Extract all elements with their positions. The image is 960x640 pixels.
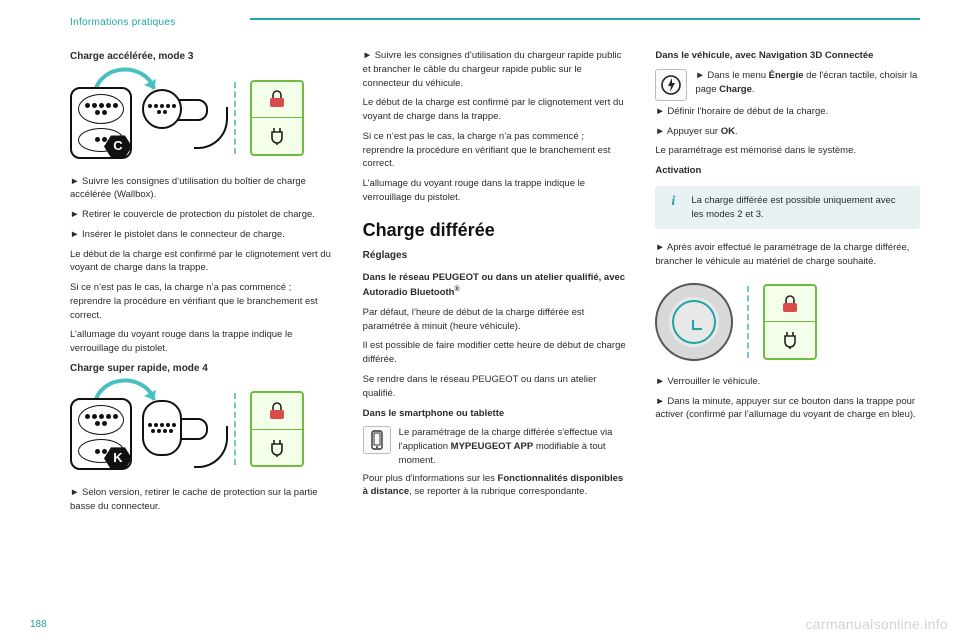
plug-mode3-icon	[142, 87, 202, 159]
veh-step2: Définir l'horaire de début de la charge.	[655, 105, 920, 119]
veh-b1-pre: Dans le menu	[707, 70, 768, 81]
phone-heading: Dans le smartphone ou tablette	[363, 407, 628, 421]
network-heading: Dans le réseau PEUGEOT ou dans un atelie…	[363, 271, 628, 300]
plug-mode4-icon	[142, 398, 202, 470]
mode3-step1: Suivre les consignes d’utilisation du bo…	[70, 175, 335, 203]
mode4-step2: Suivre les consignes d’utilisation du ch…	[363, 49, 628, 90]
status-panel-mode3	[250, 80, 304, 156]
activation-step2: Verrouiller le véhicule.	[655, 375, 920, 389]
activation-heading: Activation	[655, 164, 920, 178]
phone-icon-row: Le paramétrage de la charge différée s'e…	[363, 426, 628, 467]
veh-b1-bold2: Charge	[719, 84, 752, 95]
trademark-sup: ®	[455, 286, 460, 293]
vehicle-heading: Dans le véhicule, avec Navigation 3D Con…	[655, 49, 920, 63]
figure-delay-button	[655, 283, 920, 361]
veh-b3-pre: Appuyer sur	[667, 126, 721, 137]
activation-step1: Après avoir effectué le paramétrage de l…	[655, 241, 920, 269]
veh-b1-bold1: Énergie	[769, 70, 804, 81]
figure-mode3: C	[70, 75, 335, 161]
phone-text-app: MYPEUGEOT APP	[451, 441, 534, 452]
mode3-step3: Insérer le pistolet dans le connecteur d…	[70, 228, 335, 242]
veh-b3-post: .	[735, 126, 738, 137]
delayed-charge-heading: Charge différée	[363, 217, 628, 243]
network-heading-text: Dans le réseau PEUGEOT ou dans un atelie…	[363, 272, 625, 298]
mode3-note2: Si ce n’est pas le cas, la charge n’a pa…	[70, 281, 335, 322]
charge-indicator-icon	[765, 321, 815, 358]
lock-indicator-icon	[252, 82, 302, 118]
figure-divider	[234, 82, 236, 154]
delay-charge-button-icon	[655, 283, 733, 361]
mode4-title: Charge super rapide, mode 4	[70, 362, 335, 377]
phone-heading-text: Dans le smartphone ou tablette	[363, 408, 504, 419]
figure-divider	[234, 393, 236, 465]
column-2: Suivre les consignes d’utilisation du ch…	[363, 46, 628, 612]
status-panel-mode4	[250, 391, 304, 467]
lock-indicator-icon	[252, 393, 302, 429]
page-header: Informations pratiques	[70, 12, 920, 28]
veh-b3-bold: OK	[721, 126, 735, 137]
energy-icon-text: ► Dans le menu Énergie de l'écran tactil…	[695, 69, 920, 101]
phone-p2-pre: Pour plus d'informations sur les	[363, 473, 498, 484]
network-p2: Il est possible de faire modifier cette …	[363, 339, 628, 367]
charge-indicator-icon	[252, 429, 302, 466]
phone-icon-text: Le paramétrage de la charge différée s'e…	[399, 426, 628, 467]
socket-mode4: K	[70, 386, 220, 472]
mode4-step1: Selon version, retirer le cache de prote…	[70, 486, 335, 514]
network-p3: Se rendre dans le réseau PEUGEOT ou dans…	[363, 373, 628, 401]
page-number: 188	[30, 619, 47, 630]
mode4-note3: L’allumage du voyant rouge dans la trapp…	[363, 177, 628, 205]
figure-mode4: K	[70, 386, 335, 472]
charge-indicator-icon	[252, 117, 302, 154]
vehicle-heading-text: Dans le véhicule, avec Navigation 3D Con…	[655, 50, 873, 61]
socket-mode3: C	[70, 75, 220, 161]
lock-indicator-icon	[765, 286, 815, 322]
settings-heading: Réglages	[363, 249, 628, 264]
watermark: carmanualsonline.info	[806, 616, 949, 632]
energy-icon-row: ► Dans le menu Énergie de l'écran tactil…	[655, 69, 920, 101]
mode3-title: Charge accélérée, mode 3	[70, 50, 335, 65]
header-title: Informations pratiques	[70, 17, 176, 28]
info-text: La charge différée est possible uniqueme…	[691, 194, 910, 222]
energy-menu-icon	[655, 69, 687, 101]
mode3-note1: Le début de la charge est confirmé par l…	[70, 248, 335, 276]
activation-step3: Dans la minute, appuyer sur ce bouton da…	[655, 395, 920, 423]
mode4-note2: Si ce n’est pas le cas, la charge n’a pa…	[363, 130, 628, 171]
veh-b1-post: .	[752, 84, 755, 95]
status-panel-delay	[763, 284, 817, 360]
column-1: Charge accélérée, mode 3	[70, 46, 335, 612]
veh-step3: ► Appuyer sur OK.	[655, 125, 920, 139]
phone-p2-post: , se reporter à la rubrique correspondan…	[409, 486, 587, 497]
info-icon: i	[665, 194, 681, 210]
column-3: Dans le véhicule, avec Navigation 3D Con…	[655, 46, 920, 612]
network-p1: Par défaut, l’heure de début de la charg…	[363, 306, 628, 334]
figure-divider	[747, 286, 749, 358]
veh-note1: Le paramétrage est mémorisé dans le syst…	[655, 144, 920, 158]
activation-heading-text: Activation	[655, 165, 701, 176]
phone-p2: Pour plus d'informations sur les Fonctio…	[363, 472, 628, 500]
mode3-step2: Retirer le couvercle de protection du pi…	[70, 208, 335, 222]
manual-page: Informations pratiques Charge accélérée,…	[0, 0, 960, 640]
columns: Charge accélérée, mode 3	[70, 46, 920, 612]
header-rule	[250, 18, 920, 20]
info-callout: i La charge différée est possible unique…	[655, 186, 920, 230]
smartphone-icon	[363, 426, 391, 454]
mode4-note1: Le début de la charge est confirmé par l…	[363, 96, 628, 124]
mode3-note3: L’allumage du voyant rouge dans la trapp…	[70, 328, 335, 356]
